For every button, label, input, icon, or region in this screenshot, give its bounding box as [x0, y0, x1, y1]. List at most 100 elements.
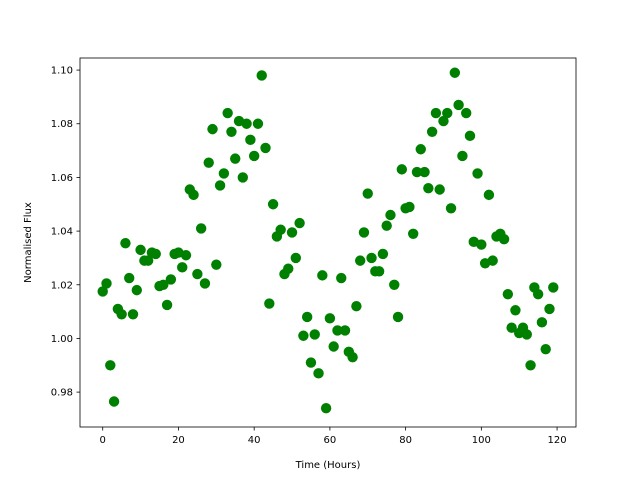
- data-point: [275, 224, 286, 235]
- data-point: [362, 188, 373, 199]
- data-point: [256, 70, 267, 81]
- data-point: [108, 396, 120, 407]
- x-tick-label: 40: [248, 435, 261, 446]
- data-point: [483, 189, 495, 201]
- data-point: [430, 107, 442, 119]
- data-point: [286, 227, 298, 238]
- data-point: [411, 166, 423, 178]
- data-point: [385, 209, 396, 221]
- data-point: [199, 278, 211, 289]
- x-tick-label: 120: [548, 435, 567, 446]
- data-point: [97, 286, 108, 297]
- data-point: [460, 107, 472, 119]
- data-point: [226, 126, 237, 137]
- data-point: [264, 298, 275, 309]
- data-point: [241, 118, 252, 129]
- data-point: [127, 309, 139, 320]
- data-point: [354, 255, 366, 266]
- data-point: [548, 282, 559, 293]
- data-point: [207, 123, 218, 135]
- data-point: [116, 309, 127, 320]
- x-tick-label: 60: [324, 435, 337, 446]
- data-point: [521, 329, 532, 340]
- data-point: [415, 144, 426, 155]
- x-tick-label: 100: [472, 435, 491, 446]
- data-point: [283, 263, 294, 274]
- data-point: [324, 313, 336, 324]
- data-points: [97, 67, 559, 414]
- data-point: [472, 168, 483, 179]
- data-point: [120, 237, 131, 249]
- x-axis-label: Time (Hours): [295, 460, 361, 471]
- data-point: [177, 262, 188, 273]
- data-point: [252, 118, 264, 129]
- data-point: [135, 244, 146, 256]
- data-point: [540, 343, 551, 355]
- y-tick-label: 1.00: [51, 334, 73, 345]
- x-axis-ticks: 0 20 40 60 80 100 120: [100, 427, 567, 446]
- data-point: [124, 272, 135, 284]
- data-point: [336, 272, 347, 284]
- data-point: [407, 228, 419, 239]
- data-point: [423, 182, 434, 194]
- plot-frame: [79, 57, 577, 428]
- data-point: [351, 301, 362, 312]
- data-point: [381, 220, 392, 231]
- data-point: [298, 330, 309, 341]
- data-point: [358, 227, 370, 238]
- data-point: [188, 189, 199, 201]
- data-point: [142, 255, 154, 266]
- data-point: [195, 223, 207, 234]
- data-point: [214, 180, 226, 191]
- data-point: [506, 322, 517, 333]
- data-point: [389, 279, 400, 290]
- data-point: [426, 126, 438, 137]
- data-point: [536, 317, 548, 328]
- data-point: [218, 168, 230, 179]
- data-point: [442, 107, 453, 119]
- data-point: [290, 252, 302, 264]
- y-tick-label: 0.98: [51, 388, 73, 399]
- data-point: [332, 325, 343, 336]
- data-point: [373, 266, 385, 277]
- data-point: [449, 67, 461, 78]
- data-point: [438, 115, 449, 127]
- data-point: [434, 184, 445, 195]
- x-tick-label: 0: [100, 435, 106, 446]
- data-point: [510, 305, 521, 316]
- data-point: [347, 352, 358, 363]
- x-tick-label: 80: [399, 435, 412, 446]
- data-point: [165, 274, 177, 285]
- data-point: [305, 357, 317, 368]
- data-point: [161, 299, 173, 311]
- data-point: [211, 259, 222, 270]
- data-point: [260, 142, 271, 154]
- data-point: [230, 153, 241, 164]
- data-point: [222, 107, 233, 119]
- data-point: [498, 233, 510, 245]
- data-point: [313, 368, 324, 379]
- data-point: [544, 303, 555, 315]
- data-point: [317, 270, 328, 281]
- data-point: [320, 403, 332, 414]
- y-axis-ticks: 0.98 1.00 1.02 1.04 1.06 1.08 1.10: [51, 66, 80, 399]
- data-point: [396, 164, 408, 175]
- data-point: [532, 288, 544, 300]
- data-point: [180, 250, 192, 261]
- data-point: [476, 239, 487, 250]
- data-point: [267, 199, 279, 210]
- data-point: [192, 268, 203, 280]
- data-point: [377, 248, 389, 260]
- data-point: [158, 279, 169, 290]
- data-point: [203, 157, 214, 168]
- data-point: [248, 150, 260, 162]
- data-point: [245, 134, 256, 146]
- data-point: [301, 311, 313, 323]
- y-tick-label: 1.10: [51, 66, 73, 77]
- y-tick-label: 1.04: [51, 227, 73, 238]
- x-tick-label: 20: [172, 435, 185, 446]
- data-point: [101, 278, 112, 289]
- data-point: [294, 217, 305, 229]
